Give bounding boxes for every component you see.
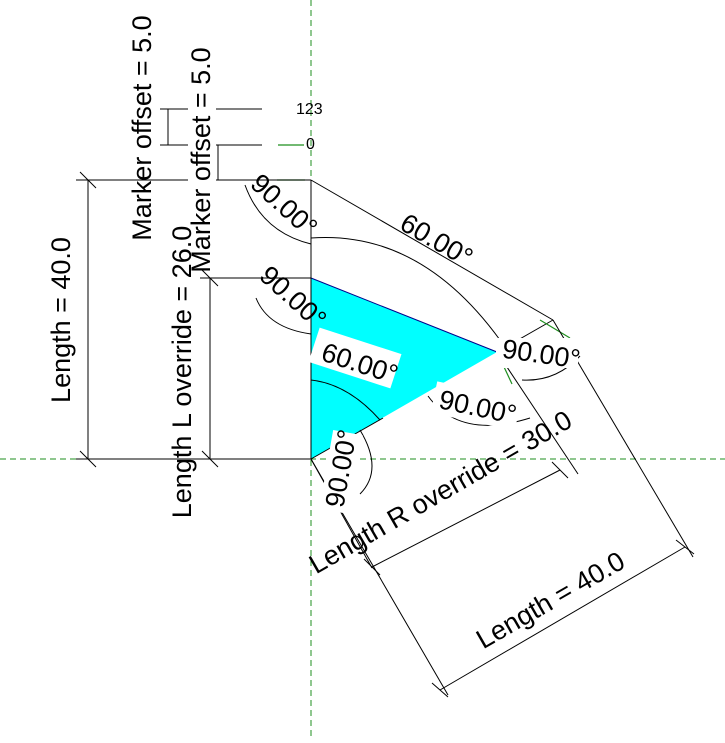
- dimension-tick: [79, 171, 97, 189]
- dimension-tick: [363, 558, 381, 576]
- dimension-tick: [431, 682, 449, 698]
- triangle-edge: [310, 277, 498, 353]
- angle-arc: [255, 297, 312, 335]
- angle-arc: [244, 184, 312, 245]
- marker-value-top: 123: [296, 101, 323, 118]
- angle-label-top: 60.00°: [395, 208, 478, 273]
- label-background: [430, 381, 522, 431]
- angle-label-d: 90.00°: [436, 384, 519, 430]
- triangle-shape: [311, 278, 497, 459]
- angle-arc-inner: [310, 379, 381, 421]
- dimension-tick: [551, 461, 569, 479]
- marker-offset-label-1: Marker offset = 5.0: [127, 15, 157, 240]
- label-background: [496, 338, 578, 368]
- dimension-tick: [201, 450, 219, 468]
- dimension-tick: [79, 450, 97, 468]
- dimension-line: [439, 546, 686, 691]
- green-tick: [539, 319, 571, 339]
- label-background: [188, 40, 216, 220]
- outer-edge-line: [310, 179, 554, 321]
- extension-line: [496, 351, 579, 475]
- length-left-label: Length = 40.0: [46, 237, 76, 403]
- marker-value-bottom: 0: [306, 136, 315, 153]
- dimension-tick: [675, 539, 695, 555]
- angle-arc-top: [310, 236, 501, 341]
- length-right-label: Length = 40.0: [471, 546, 630, 655]
- marker-offset-label-2: Marker offset = 5.0: [186, 47, 216, 272]
- angle-arc: [359, 429, 373, 495]
- dimension-tick: [201, 269, 219, 287]
- label-background: [319, 430, 363, 514]
- label-background: [308, 327, 402, 389]
- dimension-line: [371, 469, 561, 568]
- extension-line: [310, 458, 373, 569]
- length-l-override-label: Length L override = 26.0: [167, 226, 197, 518]
